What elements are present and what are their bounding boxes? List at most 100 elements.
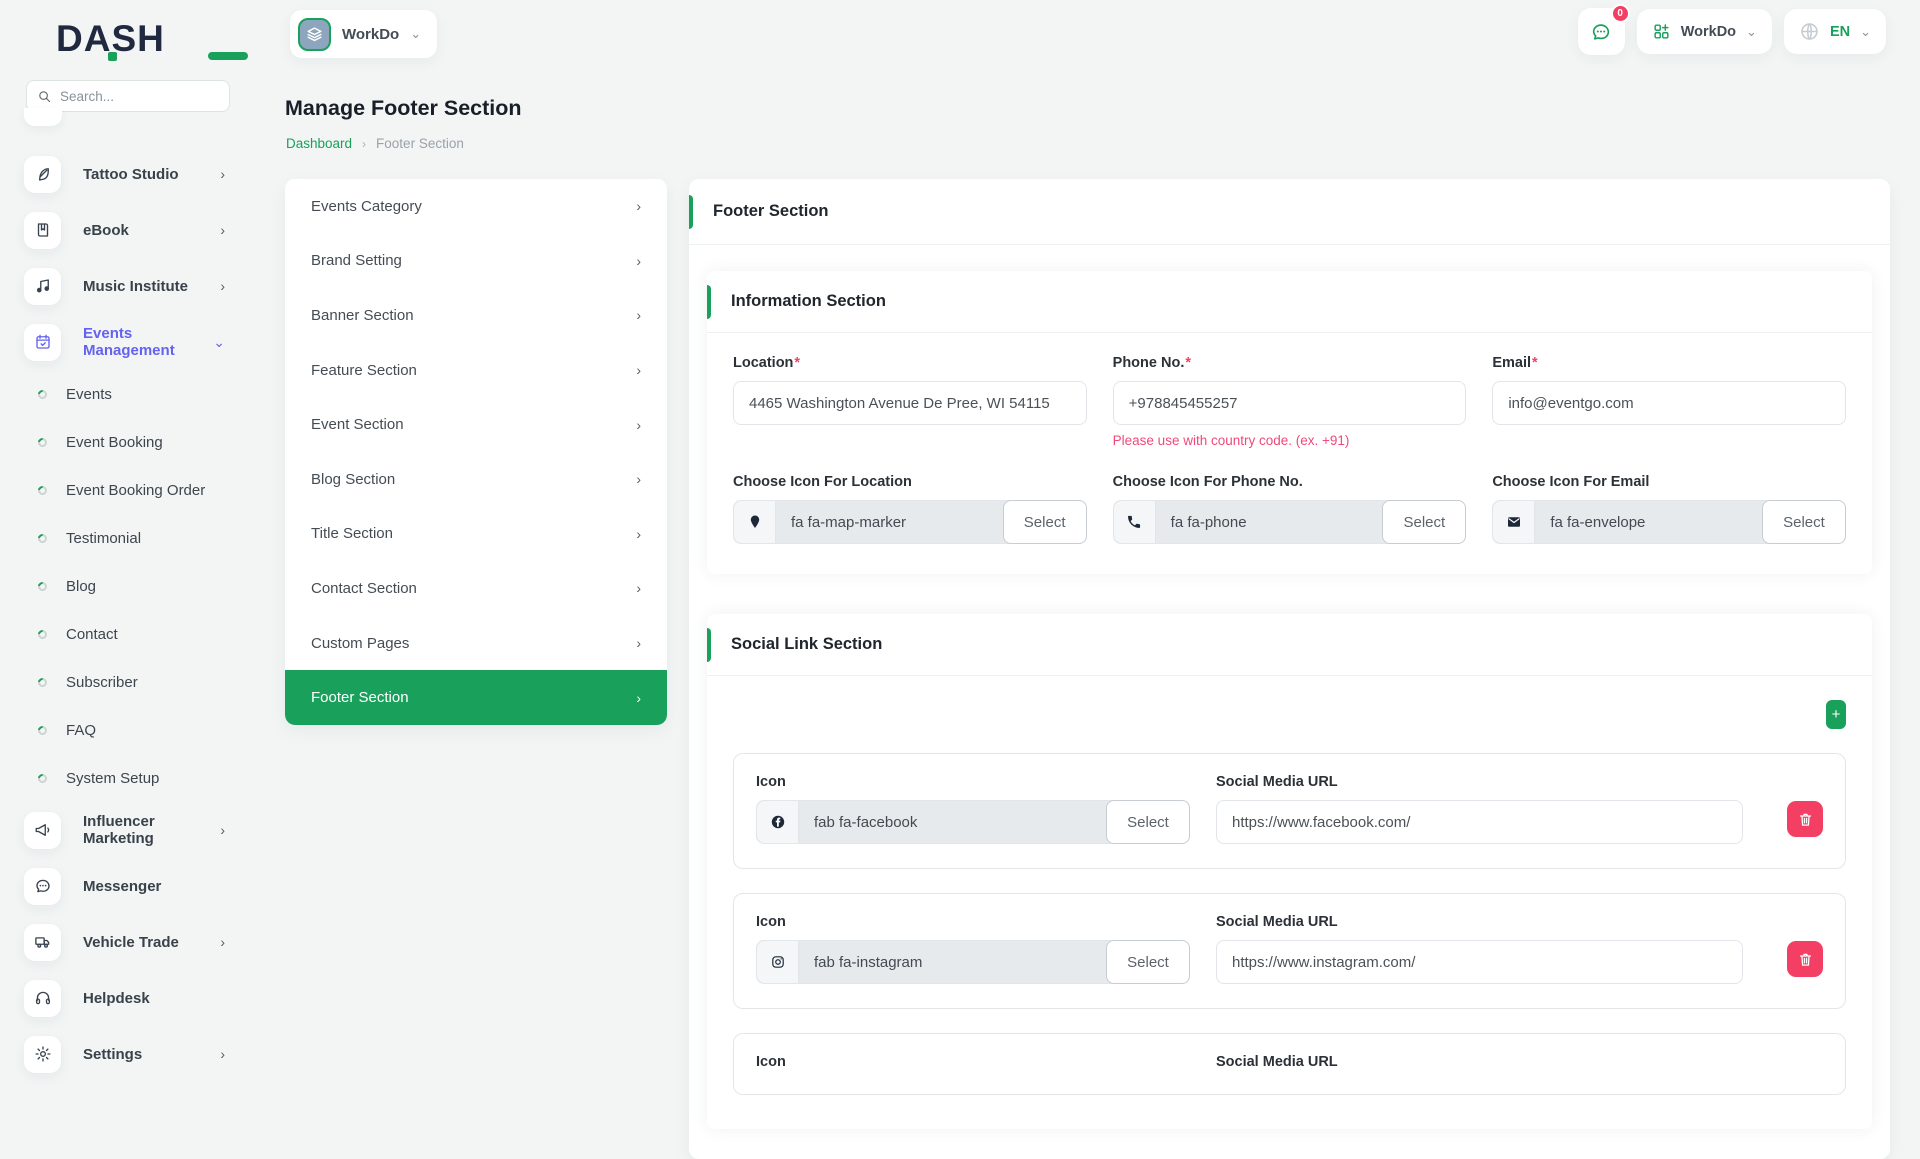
- sidebar-item-label: Messenger: [83, 877, 162, 895]
- delete-social-link-button[interactable]: [1787, 801, 1823, 837]
- trash-icon: [1797, 951, 1814, 968]
- add-social-link-button[interactable]: +: [1826, 700, 1846, 729]
- sidebar-item-vehicle-trade[interactable]: Vehicle Trade ›: [0, 914, 255, 970]
- sidebar-item-events-management[interactable]: Events Management ⌄: [0, 314, 255, 370]
- social-icon-0-select-button[interactable]: Select: [1106, 800, 1190, 844]
- sidebar-subitem-label: Subscriber: [66, 673, 138, 691]
- brand-logo[interactable]: DASH: [56, 16, 248, 61]
- social-link-section-title: Social Link Section: [731, 635, 883, 653]
- sidebar-search: [26, 80, 230, 112]
- sidebar-item-label: Helpdesk: [83, 989, 150, 1007]
- sidebar-item-label: Tattoo Studio: [83, 165, 179, 183]
- sidebar: DASH Tattoo Studio›eBook›Music Institute…: [0, 0, 255, 1080]
- chevron-right-icon: ›: [636, 580, 641, 597]
- choose-icon-2-input-group: fa fa-envelope Select: [1492, 500, 1846, 544]
- sidebar-item-helpdesk[interactable]: Helpdesk: [0, 970, 255, 1026]
- section-menu-label: Blog Section: [311, 470, 396, 488]
- sidebar-subitem-label: System Setup: [66, 769, 160, 787]
- social-media-url-input[interactable]: [1216, 940, 1743, 984]
- language-selector[interactable]: EN ⌄: [1783, 9, 1886, 54]
- messages-button[interactable]: 0: [1577, 4, 1630, 55]
- workspace-selector[interactable]: WorkDo ⌄: [1636, 9, 1772, 54]
- phone-icon: [1126, 514, 1142, 530]
- sidebar-subitem-events[interactable]: Events: [0, 370, 255, 418]
- section-menu-item-custom-pages[interactable]: Custom Pages ›: [285, 616, 667, 671]
- choose-icon-1-select-button[interactable]: Select: [1382, 500, 1467, 544]
- sidebar-subitem-system-setup[interactable]: System Setup: [0, 754, 255, 802]
- sidebar-item-music-institute[interactable]: Music Institute ›: [0, 258, 255, 314]
- search-input[interactable]: [60, 88, 219, 104]
- field-label: Phone No.*: [1112, 355, 1192, 371]
- form-field: Phone No.* Please use with country code. …: [1112, 355, 1467, 448]
- trash-icon: [1797, 811, 1814, 828]
- sidebar-subitem-blog[interactable]: Blog: [0, 562, 255, 610]
- section-menu-item-events-category[interactable]: Events Category ›: [285, 179, 667, 234]
- book-icon: [34, 221, 52, 239]
- sidebar-item-ebook[interactable]: eBook ›: [0, 202, 255, 258]
- footer-section-header: Footer Section: [689, 179, 1890, 245]
- sidebar-item-tattoo-studio[interactable]: Tattoo Studio ›: [0, 146, 255, 202]
- sidebar-item-label: eBook: [83, 221, 129, 239]
- emailfield[interactable]: [1492, 381, 1846, 425]
- sidebar-subitem-contact[interactable]: Contact: [0, 610, 255, 658]
- section-menu-item-contact-section[interactable]: Contact Section ›: [285, 561, 667, 616]
- breadcrumb: Dashboard › Footer Section: [286, 136, 464, 151]
- choose-icon-2-select-button[interactable]: Select: [1761, 500, 1846, 544]
- sidebar-subitem-event-booking[interactable]: Event Booking: [0, 418, 255, 466]
- section-menu-item-title-section[interactable]: Title Section ›: [285, 507, 667, 562]
- section-menu-item-banner-section[interactable]: Banner Section ›: [285, 288, 667, 343]
- locationfield[interactable]: [733, 381, 1087, 425]
- accent-bar: [707, 284, 711, 319]
- bullet-icon: [36, 435, 49, 449]
- footer-section-title: Footer Section: [713, 202, 829, 220]
- sidebar-subitem-subscriber[interactable]: Subscriber: [0, 658, 255, 706]
- bullet-icon: [36, 627, 49, 641]
- app-selector[interactable]: WorkDo ⌄: [290, 10, 438, 58]
- section-menu-label: Title Section: [311, 525, 393, 543]
- icon-addon: [1493, 501, 1536, 543]
- social-icon-0-input-group: fab fa-facebook Select: [756, 800, 1190, 844]
- phone-no-field[interactable]: [1112, 381, 1467, 425]
- form-field: Location*: [733, 355, 1087, 448]
- page-title: Manage Footer Section: [285, 96, 522, 120]
- section-menu-item-feature-section[interactable]: Feature Section ›: [285, 343, 667, 398]
- truck-icon: [34, 933, 52, 951]
- section-menu-item-brand-setting[interactable]: Brand Setting ›: [285, 234, 667, 289]
- sidebar-item-influencer-marketing[interactable]: Influencer Marketing ›: [0, 802, 255, 858]
- delete-social-link-button[interactable]: [1787, 941, 1823, 977]
- sidebar-subitem-testimonial[interactable]: Testimonial: [0, 514, 255, 562]
- information-section-title: Information Section: [731, 292, 886, 310]
- sidebar-item-messenger[interactable]: Messenger: [0, 858, 255, 914]
- breadcrumb-dashboard-link[interactable]: Dashboard: [286, 136, 353, 151]
- chevron-right-icon: ›: [220, 1046, 225, 1062]
- envelope-icon: [1506, 514, 1522, 530]
- icon-chooser-field: Choose Icon For Email fa fa-envelope Selec…: [1492, 474, 1846, 544]
- choose-icon-2-class-value: fa fa-envelope: [1550, 513, 1646, 531]
- choose-icon-0-select-button[interactable]: Select: [1002, 500, 1087, 544]
- sidebar-subitem-label: FAQ: [66, 721, 97, 739]
- chevron-right-icon: ›: [220, 222, 225, 238]
- section-menu-item-blog-section[interactable]: Blog Section ›: [285, 452, 667, 507]
- sidebar-subitem-label: Contact: [66, 625, 118, 643]
- calendar-icon: [34, 333, 52, 351]
- icon-label: Icon: [756, 774, 786, 790]
- required-asterisk: *: [794, 355, 801, 371]
- section-menu-item-event-section[interactable]: Event Section ›: [285, 397, 667, 452]
- facebook-icon: [770, 814, 786, 830]
- chevron-right-icon: ›: [220, 278, 225, 294]
- social-media-url-label: Social Media URL: [1216, 1054, 1338, 1070]
- choose-icon-0-class-value: fa fa-map-marker: [791, 513, 907, 531]
- social-media-url-input[interactable]: [1216, 800, 1743, 844]
- social-link-row: Icon fab fa-facebook Select Social Media UR…: [733, 753, 1846, 869]
- section-menu-item-footer-section[interactable]: Footer Section ›: [285, 670, 667, 725]
- sidebar-icon-box: [24, 811, 61, 849]
- sidebar-subitem-faq[interactable]: FAQ: [0, 706, 255, 754]
- social-link-section-card: Social Link Section + Icon fab fa-faceboo…: [707, 614, 1872, 1129]
- bullet-icon: [36, 579, 49, 593]
- gear-icon: [34, 1045, 52, 1063]
- social-icon-1-select-button[interactable]: Select: [1106, 940, 1190, 984]
- icon-addon: [1113, 501, 1156, 543]
- sidebar-subitem-event-booking-order[interactable]: Event Booking Order: [0, 466, 255, 514]
- sidebar-item-settings[interactable]: Settings ›: [0, 1026, 255, 1082]
- field-label: Choose Icon For Phone No.: [1112, 474, 1303, 490]
